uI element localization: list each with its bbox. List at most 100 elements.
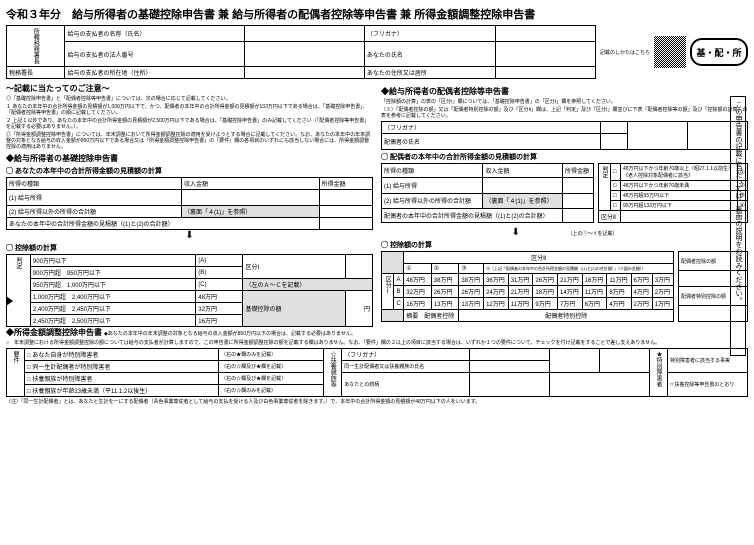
bottom-note: ◆あなたの本年中の年末調整の対象となる給与の収入金額が850万円以下の場合は、記… xyxy=(104,331,356,337)
payer-addr-label: 給与の支払者の所在地（住所） xyxy=(65,67,244,79)
req-item[interactable]: 扶養親族が年齢23歳未満（平11.1.2以後生） xyxy=(32,389,151,395)
kubun2-field[interactable] xyxy=(621,211,748,223)
input-cell[interactable] xyxy=(319,206,372,218)
side-note: （右の☆欄のみを記載） xyxy=(219,385,324,397)
deduction-matrix: 区分Ⅱ ① ② ③ ④（上記「配偶者の本年中の合計所得金額の見積額（(1)と(2… xyxy=(381,251,674,322)
notice-heading: ～記載に当たってのご注意～ xyxy=(6,83,373,94)
dep-name-field[interactable] xyxy=(469,361,549,373)
kubun-label: 区分Ⅰ xyxy=(243,255,345,279)
input-cell[interactable] xyxy=(319,218,372,230)
range: 2,450万円超 2,500万円以下 xyxy=(30,315,195,327)
dep-num[interactable] xyxy=(549,349,599,373)
bottom-note2: ○ 年末調整における所得金額調整控除の額については給与の支払者が計算しますので、… xyxy=(6,340,748,346)
corp-number-field[interactable] xyxy=(244,42,364,67)
th: 所得金額 xyxy=(319,178,372,190)
dep-furi-field[interactable] xyxy=(469,349,549,361)
youken-label: 要件 xyxy=(7,349,25,397)
judge-item: 48万円超95万円以下 xyxy=(621,191,738,201)
furigana-field[interactable] xyxy=(495,26,595,42)
dep-extra[interactable] xyxy=(549,373,649,397)
th: 収入金額 xyxy=(483,164,563,178)
ref2: （上の①～④を記載） xyxy=(570,231,618,237)
row-l: C xyxy=(394,298,404,310)
ext-label: ☆扶養親族等 xyxy=(324,349,342,397)
shaded-cell: （裏面「４(1)」を参照） xyxy=(483,194,563,208)
kubunI-label: 区分Ⅰ xyxy=(382,274,394,310)
row-l: A xyxy=(394,274,404,286)
spouse-extra[interactable] xyxy=(628,122,688,150)
input-cell[interactable] xyxy=(181,190,319,206)
row-num: (2) xyxy=(384,199,391,205)
judge-table: 判定 □48万円以下かつ年齢70歳以上（昭27.1.1以前生）《老人控除対象配偶… xyxy=(598,163,748,223)
input-cell[interactable] xyxy=(563,194,594,208)
kubun-field[interactable] xyxy=(345,255,372,279)
spouse-furi-field[interactable] xyxy=(601,122,628,134)
side-strip: この申告書の記載に当たっては、裏面の説明をお読みください。 xyxy=(730,96,746,356)
payer-addr-field[interactable] xyxy=(244,67,364,79)
input-cell[interactable] xyxy=(319,190,372,206)
row-label: 給与所得以外の所得の合計額 xyxy=(18,210,96,216)
row-num: (1) xyxy=(384,184,391,190)
your-name-field[interactable] xyxy=(495,42,595,67)
row-num: (2) xyxy=(9,210,16,216)
input-cell[interactable] xyxy=(483,178,563,194)
row-label: 給与所得以外の所得の合計額 xyxy=(393,199,471,205)
payer-name-label: 給与の支払者の名称（氏名） xyxy=(65,26,244,42)
star-label: ★特別障害者 xyxy=(649,349,667,397)
req-item[interactable]: 同一生計配偶者が特別障害者 xyxy=(32,365,110,371)
judge-item: 95万円超133万円以下 xyxy=(621,201,738,211)
triangle-icon xyxy=(6,296,13,306)
right-note1: 「控除額の計算」の表の「区分Ⅰ」欄については、「基礎控除申告書」の「区分Ⅰ」欄を… xyxy=(381,99,748,105)
kubun2-label: 区分Ⅱ xyxy=(599,211,621,223)
estimate-label: 配偶者の本年中の合計所得金額の見積額（(1)と(2)の合計額） xyxy=(382,208,563,222)
amt: 48万円 xyxy=(196,291,243,303)
foot2: 配偶者特別控除 xyxy=(459,310,674,322)
th: 所得の種類 xyxy=(382,164,483,178)
col-h: ② xyxy=(431,264,459,274)
input-cell[interactable] xyxy=(563,208,594,222)
dep-birth[interactable] xyxy=(599,349,649,373)
hantei-label: 判定 xyxy=(7,255,31,327)
col-h: ④（上記「配偶者の本年中の合計所得金額の見積額（(1)と(2)の合計額）」（※図… xyxy=(484,264,674,274)
mark: (C) xyxy=(196,279,243,291)
qr-note: 記載のしかたはこちら xyxy=(600,49,650,56)
bottom-heading: 所得金額調整控除申告書 xyxy=(6,328,102,337)
note-cell: （左のＡ～Ｃを記載） xyxy=(243,279,373,291)
range: 2,400万円超 2,450万円以下 xyxy=(30,303,195,315)
kiso-label: 基礎控除の額 xyxy=(243,291,345,327)
range: 950万円超 1,000万円以下 xyxy=(30,279,195,291)
payer-name-field[interactable] xyxy=(244,26,364,42)
req-item[interactable]: 扶養親族が特別障害者 xyxy=(32,377,92,383)
kubun2-head: 区分Ⅱ xyxy=(404,252,674,264)
estimate-label: あなたの本年中の合計所得金額の見積額（(1)と(2)の合計額） xyxy=(7,218,320,230)
kiso-field[interactable]: 円 xyxy=(345,291,372,327)
th: 所得の種類 xyxy=(7,178,182,190)
req-item[interactable]: あなた自身が特別障害者 xyxy=(32,353,98,359)
row-label: 給与所得 xyxy=(393,184,417,190)
qr-icon xyxy=(654,36,686,68)
right-section-heading: 給与所得者の配偶者控除等申告書 xyxy=(381,86,748,97)
spouse-name-field[interactable] xyxy=(601,134,628,150)
col-h: ③ xyxy=(459,264,484,274)
amt: 32万円 xyxy=(196,303,243,315)
dep-name-label: 同一生計配偶者又は扶養親族の氏名 xyxy=(342,361,470,373)
input-cell[interactable] xyxy=(563,178,594,194)
right-note2: （※）「配偶者控除の額」又は「配偶者特別控除の額」及び「区分Ⅱ」欄は、上記「判定… xyxy=(381,107,748,119)
mark: (A) xyxy=(196,255,243,267)
rel-field[interactable] xyxy=(469,373,549,397)
tax-office-2: 税務署長 xyxy=(7,67,65,79)
your-addr-field[interactable] xyxy=(495,67,595,79)
right-sub1: 配偶者の本年中の合計所得金額の見積額の計算 xyxy=(381,152,748,162)
your-addr-label: あなたの住所又は居所 xyxy=(364,67,495,79)
notice-line-2: ２ 上記１以外であり、あなたの本年中の合計所得金額の見積額が2,500万円以下で… xyxy=(6,118,373,130)
your-name-label: あなたの氏名 xyxy=(364,42,495,67)
col-h: ① xyxy=(404,264,432,274)
th: 所得金額 xyxy=(563,164,594,178)
judge-item: 48万円以下かつ年齢70歳未満 xyxy=(621,181,738,191)
row-l: B xyxy=(394,286,404,298)
left-income-table: 所得の種類収入金額所得金額 (1) 給与所得 (2) 給与所得以外の所得の合計額… xyxy=(6,177,373,230)
amt: 16万円 xyxy=(196,315,243,327)
page-title: 令和３年分 給与所得者の基礎控除申告書 兼 給与所得者の配偶者控除等申告書 兼 … xyxy=(6,6,535,22)
notice-line-0: ◎「基礎控除申告書」と「配偶者控除等申告書」については、次の場合に応じて記載して… xyxy=(6,96,373,102)
corner-check[interactable]: □ 扶養控除等申告書のとおり xyxy=(668,373,748,397)
